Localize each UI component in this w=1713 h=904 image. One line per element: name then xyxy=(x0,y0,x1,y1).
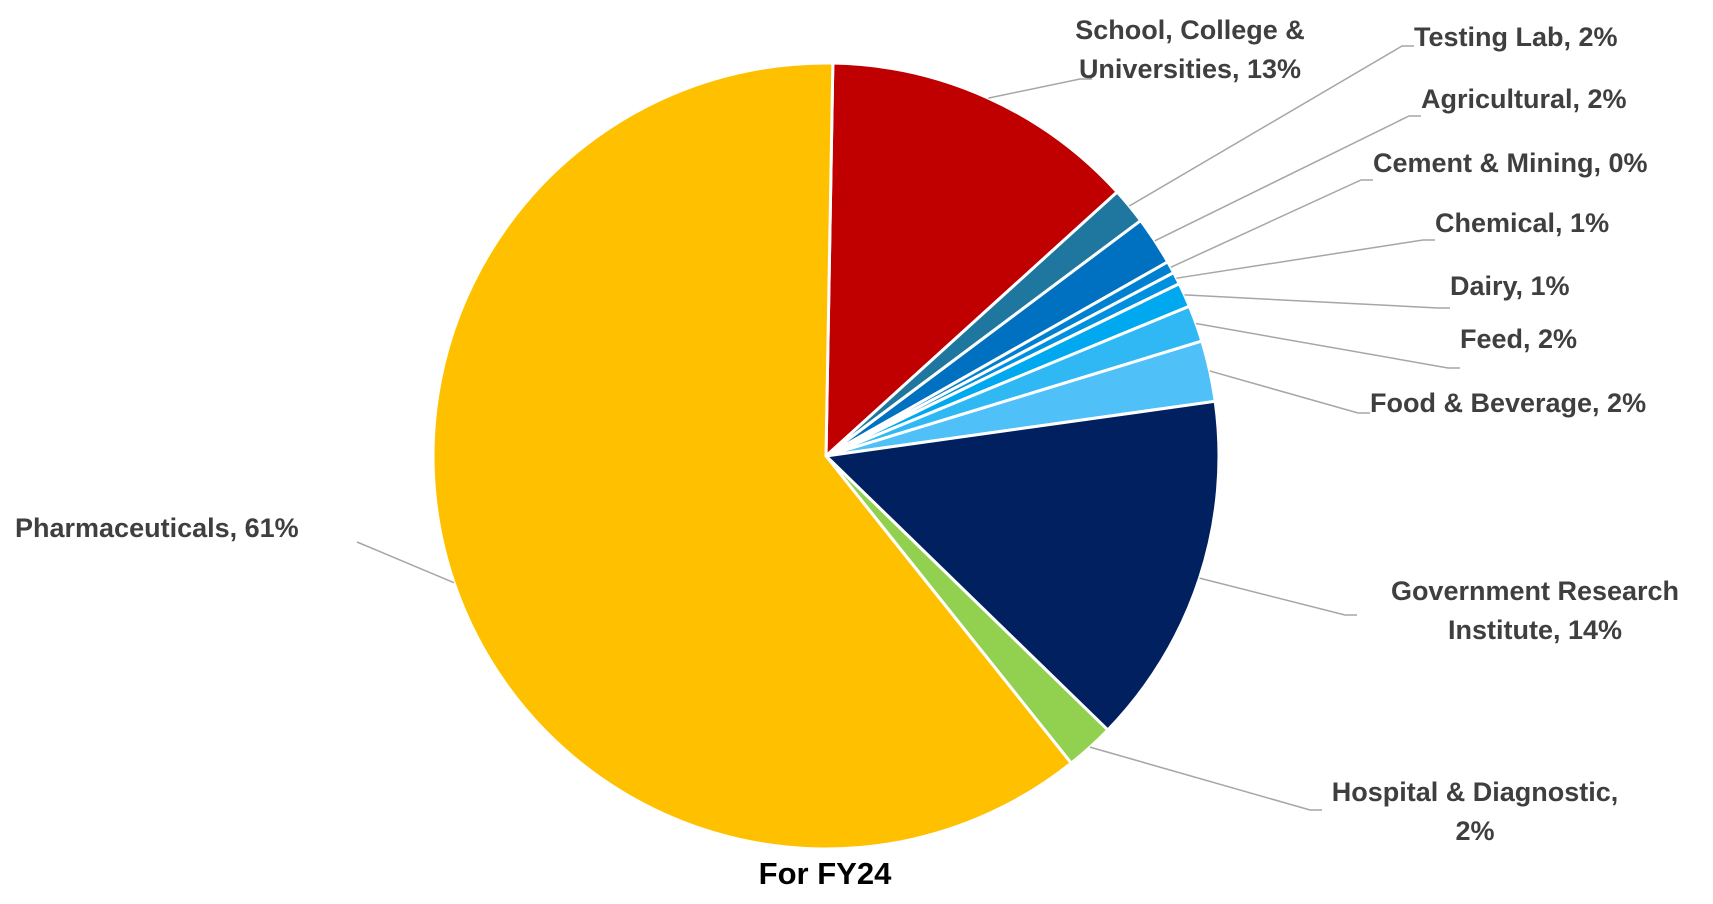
leader-lines-layer xyxy=(356,45,1460,811)
slice-label: Dairy, 1% xyxy=(1450,271,1570,301)
slice-label-line: 2% xyxy=(1455,816,1494,846)
slice-label: Pharmaceuticals, 61% xyxy=(15,513,299,543)
slice-label: Chemical, 1% xyxy=(1435,208,1609,238)
slice-label-line: Institute, 14% xyxy=(1448,615,1622,645)
leader-line xyxy=(1199,577,1357,616)
slice-label: Testing Lab, 2% xyxy=(1414,22,1618,52)
leader-line xyxy=(356,541,455,584)
slice-label-line: Hospital & Diagnostic, xyxy=(1332,777,1619,807)
labels-layer: School, College & Universities, 13% Testin… xyxy=(15,15,1679,846)
slice-label-line: Testing Lab, 2% xyxy=(1414,22,1618,52)
slice-label-line: Feed, 2% xyxy=(1460,324,1577,354)
slice-label-line: Cement & Mining, 0% xyxy=(1373,148,1648,178)
slices-layer xyxy=(431,61,1221,851)
slice-label: Hospital & Diagnostic, 2% xyxy=(1332,777,1619,846)
slice-label: Food & Beverage, 2% xyxy=(1370,388,1646,418)
slice-label: School, College & Universities, 13% xyxy=(1075,15,1305,84)
leader-line xyxy=(1209,370,1370,414)
slice-label: Government Research Institute, 14% xyxy=(1391,576,1679,645)
chart-caption: For FY24 xyxy=(759,856,892,891)
slice-label-line: Universities, 13% xyxy=(1079,54,1301,84)
leader-line xyxy=(1128,45,1414,207)
slice-label: Agricultural, 2% xyxy=(1421,84,1627,114)
leader-line xyxy=(1170,179,1373,268)
slice-label-line: Food & Beverage, 2% xyxy=(1370,388,1646,418)
leader-line xyxy=(988,78,1092,99)
slice-label: Cement & Mining, 0% xyxy=(1373,148,1648,178)
slice-label-line: Agricultural, 2% xyxy=(1421,84,1627,114)
slice-label-line: Dairy, 1% xyxy=(1450,271,1570,301)
leader-line xyxy=(1195,322,1460,369)
leader-line xyxy=(1184,294,1450,309)
slice-label-line: Pharmaceuticals, 61% xyxy=(15,513,299,543)
leader-line xyxy=(1154,115,1421,242)
leader-line xyxy=(1089,746,1322,811)
leader-line xyxy=(1176,239,1435,279)
slice-label: Feed, 2% xyxy=(1460,324,1577,354)
slice-label-line: Government Research xyxy=(1391,576,1679,606)
slice-label-line: Chemical, 1% xyxy=(1435,208,1609,238)
slice-label-line: School, College & xyxy=(1075,15,1305,45)
